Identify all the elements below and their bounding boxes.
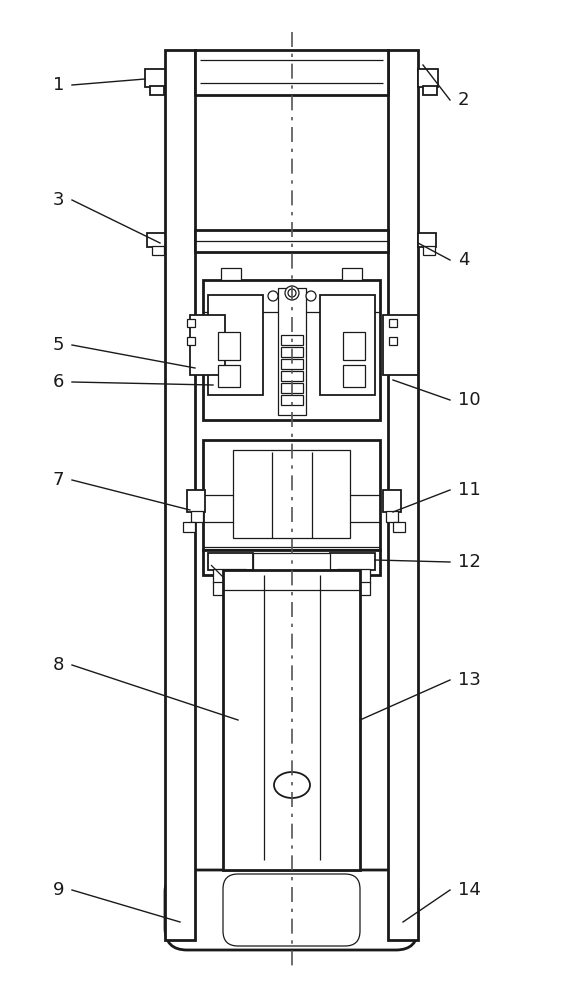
Bar (203, 550, 380, 575)
Bar (393, 522, 405, 532)
Text: 13: 13 (458, 671, 481, 689)
Bar (165, 50, 195, 940)
Bar (343, 365, 365, 387)
Bar (187, 319, 195, 327)
Bar (330, 553, 375, 570)
Bar (343, 332, 365, 360)
Bar (418, 69, 438, 87)
Text: 8: 8 (53, 656, 64, 674)
Bar (183, 522, 195, 532)
Text: 4: 4 (458, 251, 470, 269)
Text: 3: 3 (53, 191, 64, 209)
Bar (337, 569, 370, 583)
Bar (208, 295, 263, 395)
Bar (383, 315, 418, 375)
Bar (233, 450, 350, 538)
Bar (145, 69, 165, 87)
Bar (320, 295, 375, 395)
Bar (223, 570, 360, 870)
Text: 11: 11 (458, 481, 481, 499)
Bar (281, 335, 303, 345)
Bar (342, 268, 362, 280)
Bar (221, 268, 241, 280)
Bar (253, 553, 330, 583)
Bar (383, 490, 401, 512)
Bar (423, 86, 437, 95)
Text: 9: 9 (53, 881, 64, 899)
Bar (208, 553, 253, 570)
Bar (281, 383, 303, 393)
Bar (187, 337, 195, 345)
Bar (281, 395, 303, 405)
Bar (203, 440, 380, 550)
FancyBboxPatch shape (223, 874, 360, 946)
Bar (187, 490, 205, 512)
Text: 7: 7 (53, 471, 64, 489)
Bar (218, 365, 240, 387)
Bar (213, 582, 227, 595)
Bar (356, 582, 370, 595)
Bar (281, 347, 303, 357)
Bar (389, 337, 397, 345)
Bar (147, 233, 165, 247)
Text: 12: 12 (458, 553, 481, 571)
Bar (191, 511, 203, 522)
Bar (418, 233, 436, 247)
Bar (195, 50, 388, 95)
Circle shape (306, 291, 316, 301)
Text: 6: 6 (53, 373, 64, 391)
FancyBboxPatch shape (165, 870, 418, 950)
Bar (190, 315, 225, 375)
Bar (152, 246, 164, 255)
Bar (281, 359, 303, 369)
Bar (278, 288, 306, 415)
Text: 10: 10 (458, 391, 481, 409)
Ellipse shape (274, 772, 310, 798)
Bar (203, 280, 380, 420)
Circle shape (288, 289, 296, 297)
Bar (281, 371, 303, 381)
Bar (423, 246, 435, 255)
Bar (389, 319, 397, 327)
Bar (388, 50, 418, 940)
Bar (195, 230, 388, 252)
Circle shape (285, 286, 299, 300)
Circle shape (268, 291, 278, 301)
Text: 5: 5 (53, 336, 64, 354)
Text: 1: 1 (53, 76, 64, 94)
Bar (386, 511, 398, 522)
Text: 2: 2 (458, 91, 470, 109)
Text: 14: 14 (458, 881, 481, 899)
Bar (150, 86, 164, 95)
Bar (213, 569, 246, 583)
Bar (218, 332, 240, 360)
